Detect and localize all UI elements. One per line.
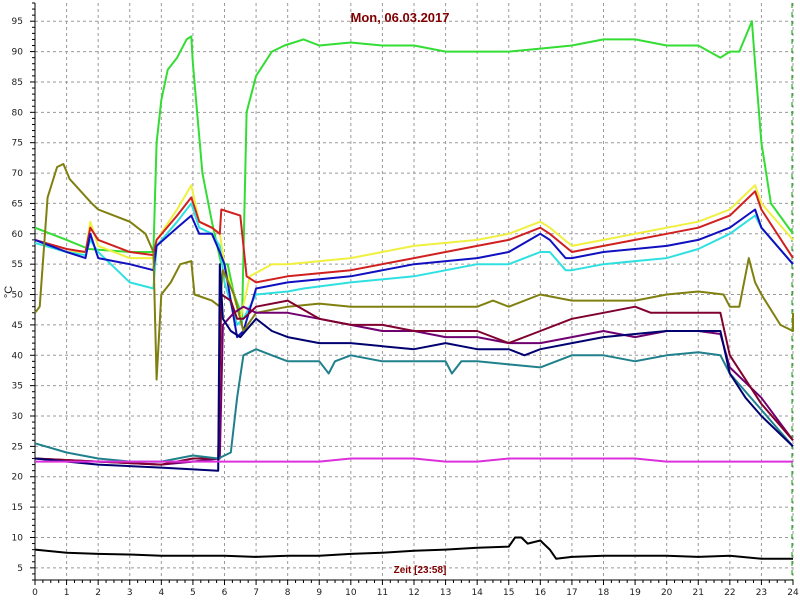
x-tick-label: 1 bbox=[64, 588, 70, 598]
x-tick-label: 7 bbox=[253, 588, 259, 598]
y-tick-label: 5 bbox=[17, 564, 23, 574]
x-tick-label: 10 bbox=[345, 588, 357, 598]
x-tick-label: 8 bbox=[285, 588, 291, 598]
x-tick-label: 23 bbox=[756, 588, 767, 598]
series-line-9 bbox=[34, 348, 794, 463]
series-line-10 bbox=[34, 263, 794, 472]
y-axis-label: °C bbox=[3, 286, 15, 298]
x-tick-label: 0 bbox=[32, 588, 38, 598]
y-tick-label: 85 bbox=[12, 78, 23, 88]
y-tick-label: 35 bbox=[12, 382, 23, 392]
series-line-8 bbox=[34, 293, 794, 466]
series-line-3 bbox=[34, 190, 794, 284]
series-line-4 bbox=[34, 202, 794, 326]
x-tick-label: 9 bbox=[316, 588, 322, 598]
y-tick-label: 60 bbox=[12, 230, 24, 240]
x-tick-label: 14 bbox=[471, 588, 483, 598]
chart-title: Mon, 06.03.2017 bbox=[351, 10, 450, 25]
x-tick-label: 17 bbox=[566, 588, 577, 598]
y-tick-label: 45 bbox=[12, 321, 23, 331]
series-line-6 bbox=[34, 163, 794, 381]
y-tick-label: 95 bbox=[12, 17, 23, 27]
x-tick-label: 15 bbox=[503, 588, 514, 598]
x-tick-label: 5 bbox=[190, 588, 196, 598]
y-tick-label: 70 bbox=[12, 169, 24, 179]
x-tick-label: 24 bbox=[787, 588, 799, 598]
x-tick-label: 11 bbox=[377, 588, 388, 598]
x-tick-label: 22 bbox=[724, 588, 735, 598]
x-tick-label: 12 bbox=[408, 588, 419, 598]
y-tick-label: 50 bbox=[12, 291, 24, 301]
y-tick-label: 65 bbox=[12, 199, 23, 209]
axes bbox=[30, 2, 794, 585]
y-tick-label: 75 bbox=[12, 139, 23, 149]
y-tick-label: 25 bbox=[12, 442, 23, 452]
x-tick-label: 13 bbox=[440, 588, 451, 598]
x-tick-label: 6 bbox=[222, 588, 228, 598]
series-line-11 bbox=[35, 457, 793, 463]
y-tick-label: 10 bbox=[12, 533, 24, 543]
grid bbox=[34, 3, 794, 580]
y-tick-label: 20 bbox=[12, 473, 24, 483]
x-tick-label: 21 bbox=[693, 588, 704, 598]
x-tick-label: 16 bbox=[535, 588, 547, 598]
y-tick-label: 80 bbox=[12, 108, 24, 118]
series-lines bbox=[34, 20, 794, 560]
series-line-1 bbox=[34, 20, 794, 326]
x-tick-label: 18 bbox=[598, 588, 610, 598]
x-axis-label: Zeit [23:58] bbox=[394, 565, 447, 576]
y-tick-label: 40 bbox=[12, 351, 24, 361]
x-tick-label: 3 bbox=[127, 588, 133, 598]
y-tick-label: 55 bbox=[12, 260, 23, 270]
series-line-12 bbox=[34, 536, 793, 560]
x-tick-label: 20 bbox=[661, 588, 673, 598]
x-tick-label: 2 bbox=[95, 588, 101, 598]
x-tick-label: 4 bbox=[158, 588, 164, 598]
x-tick-label: 19 bbox=[629, 588, 641, 598]
y-tick-label: 90 bbox=[12, 48, 24, 58]
series-line-5 bbox=[34, 208, 794, 339]
y-tick-label: 15 bbox=[12, 503, 23, 513]
series-line-2 bbox=[34, 184, 794, 320]
y-tick-label: 30 bbox=[12, 412, 24, 422]
